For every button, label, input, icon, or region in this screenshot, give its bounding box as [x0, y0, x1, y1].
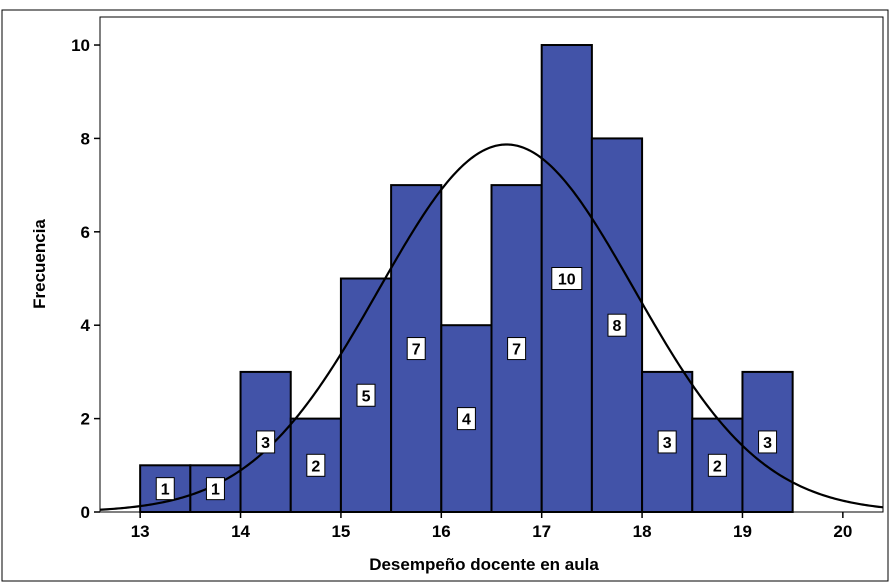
- y-tick-label: 10: [71, 36, 90, 55]
- bar-label: 4: [462, 412, 471, 429]
- bar-label: 3: [763, 435, 772, 452]
- bar-label-box: [758, 430, 778, 454]
- bar-label: 7: [512, 342, 521, 359]
- bar-label-box: [406, 337, 426, 361]
- normal-curve: [99, 143, 884, 511]
- bar-label-box: [256, 430, 276, 454]
- bar-label-box: [306, 453, 326, 477]
- bar-label-box: [507, 337, 527, 361]
- bar-label-box: [657, 430, 677, 454]
- bar-label-box: [356, 383, 376, 407]
- bar-label: 2: [311, 458, 320, 475]
- bar-label-box: [456, 407, 476, 431]
- bar-label: 1: [211, 482, 220, 499]
- bar-labels-layer: 1 1 3 2 5 7 4 7 10 8 3 2 3: [155, 267, 778, 501]
- y-tick-label: 2: [81, 410, 90, 429]
- x-tick-label: 19: [733, 522, 752, 541]
- y-tick-label: 6: [81, 223, 90, 242]
- bar-label-box: [551, 267, 583, 291]
- bar-label: 10: [558, 272, 576, 289]
- y-tick-label: 4: [81, 316, 91, 335]
- x-axis-title: Desempeño docente en aula: [369, 555, 599, 574]
- x-tick-label: 15: [331, 522, 350, 541]
- x-tick-label: 18: [633, 522, 652, 541]
- x-tick-label: 20: [833, 522, 852, 541]
- bar-label: 2: [713, 458, 722, 475]
- bar-label: 1: [161, 482, 170, 499]
- bar-label-box: [205, 477, 225, 501]
- bar-label: 5: [362, 388, 371, 405]
- y-tick-label: 0: [81, 503, 90, 522]
- bar-label-box: [707, 453, 727, 477]
- y-tick-label: 8: [81, 129, 90, 148]
- x-tick-label: 16: [432, 522, 451, 541]
- bar-label-box: [607, 313, 627, 337]
- bar-label: 8: [613, 318, 622, 335]
- bar-label-box: [155, 477, 175, 501]
- bar-label: 3: [261, 435, 270, 452]
- histogram-bar: [741, 370, 794, 514]
- bar-label: 7: [412, 342, 421, 359]
- histogram-bar: [390, 184, 443, 513]
- x-tick-label: 14: [231, 522, 250, 541]
- bar-label: 3: [663, 435, 672, 452]
- y-axis-title: Frecuencia: [30, 219, 49, 309]
- x-tick-label: 17: [532, 522, 551, 541]
- x-tick-label: 13: [131, 522, 150, 541]
